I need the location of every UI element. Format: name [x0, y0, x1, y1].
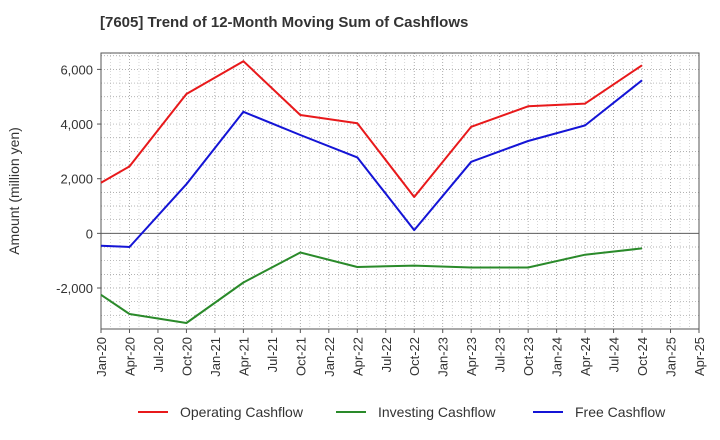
y-tick-label: 6,000	[60, 62, 93, 77]
x-tick-label: Jul-23	[493, 337, 508, 372]
legend-label: Operating Cashflow	[180, 404, 303, 420]
plot-frame	[100, 52, 700, 330]
legend-swatch	[336, 411, 366, 413]
x-tick-label: Apr-22	[350, 337, 365, 376]
series-line-investing-cashflow	[100, 247, 643, 324]
y-tick-label: 4,000	[60, 117, 93, 132]
legend-swatch	[533, 411, 563, 413]
x-tick-label: Jan-22	[322, 337, 337, 377]
y-tick-label: 0	[86, 226, 93, 241]
x-tick-label: Jan-24	[550, 337, 565, 377]
x-tick-label: Oct-20	[179, 337, 194, 376]
y-tick-label: 2,000	[60, 172, 93, 187]
x-tick-label: Jan-25	[664, 337, 679, 377]
x-tick-label: Jul-22	[379, 337, 394, 372]
x-tick-label: Oct-21	[293, 337, 308, 376]
legend-label: Investing Cashflow	[378, 404, 496, 420]
x-tick-label: Apr-23	[464, 337, 479, 376]
x-tick-label: Jan-23	[436, 337, 451, 377]
series-line-operating-cashflow	[100, 60, 643, 198]
series-line-free-cashflow	[100, 79, 643, 248]
x-tick-label: Oct-24	[635, 337, 650, 376]
x-tick-label: Jul-21	[265, 337, 280, 372]
x-tick-label: Oct-22	[407, 337, 422, 376]
x-tick-label: Jan-21	[208, 337, 223, 377]
x-tick-label: Apr-21	[236, 337, 251, 376]
x-tick-label: Jul-20	[151, 337, 166, 372]
x-tick-label: Apr-20	[122, 337, 137, 376]
x-tick-label: Jan-20	[94, 337, 109, 377]
x-tick-label: Jul-24	[607, 337, 622, 372]
legend-item: Free Cashflow	[533, 404, 665, 420]
x-tick-label: Apr-25	[692, 337, 707, 376]
y-axis-label: Amount (million yen)	[6, 127, 22, 255]
chart-title: [7605] Trend of 12-Month Moving Sum of C…	[100, 14, 469, 31]
legend-swatch	[138, 411, 168, 413]
axes: -2,000 0 2,000 4,000 6,000 Jan-20 Apr-20 Jul-20…	[56, 52, 707, 377]
legend: Operating Cashflow Investing Cashflow Free…	[0, 404, 720, 426]
legend-item: Operating Cashflow	[138, 404, 303, 420]
x-tick-label: Apr-24	[578, 337, 593, 376]
series-lines	[100, 60, 643, 324]
y-tick-label: -2,000	[56, 281, 93, 296]
grid-lines	[100, 53, 700, 329]
legend-item: Investing Cashflow	[336, 404, 496, 420]
x-tick-label: Oct-23	[521, 337, 536, 376]
legend-label: Free Cashflow	[575, 404, 666, 420]
